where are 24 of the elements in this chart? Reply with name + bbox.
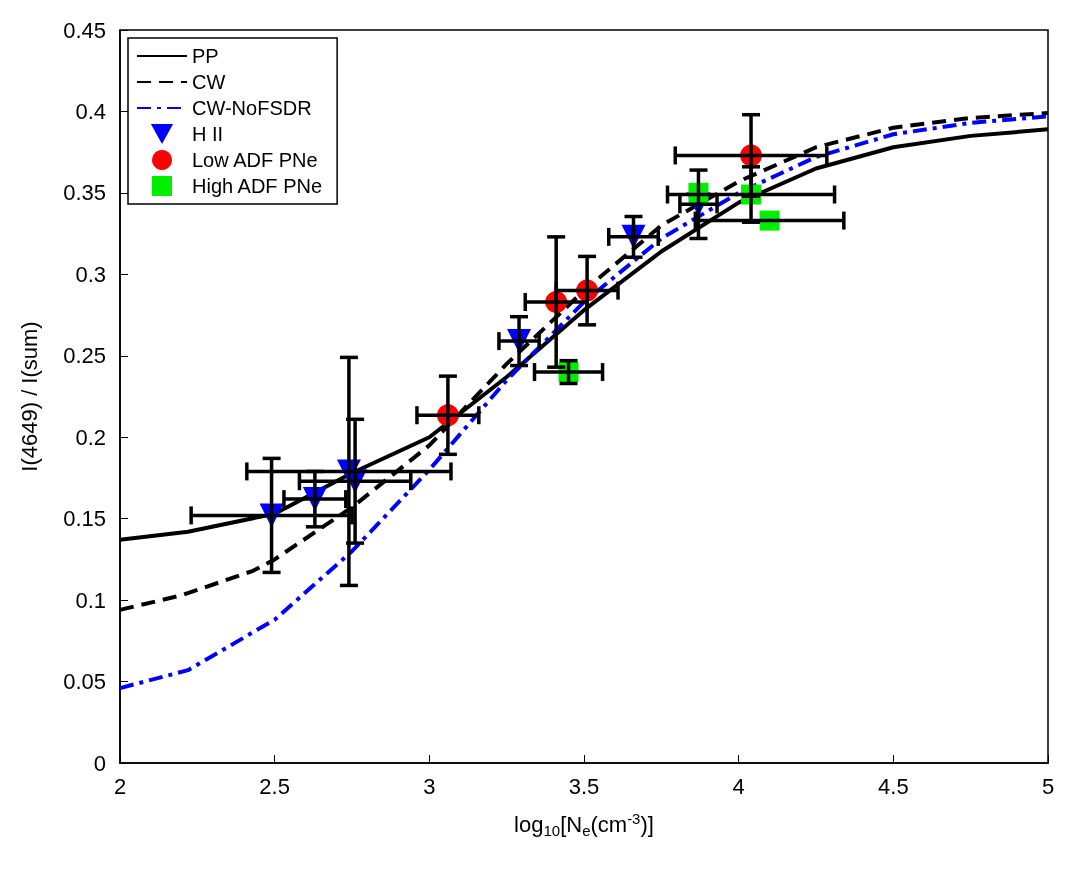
y-tick-label: 0.1 — [75, 587, 106, 613]
y-tick-label: 0 — [93, 750, 106, 776]
x-tick-label: 5 — [1041, 773, 1055, 799]
legend-label: CW — [192, 71, 226, 93]
y-tick-label: 0.2 — [75, 424, 106, 450]
x-tick-label: 2 — [113, 773, 127, 799]
y-tick-label: 0.35 — [63, 180, 106, 206]
x-tick-label: 3 — [423, 773, 436, 799]
y-tick-label: 0.15 — [63, 506, 106, 532]
y-tick-label: 0.25 — [63, 343, 106, 369]
x-tick-label: 2.5 — [259, 773, 290, 799]
legend-label: High ADF PNe — [192, 175, 323, 197]
legend-label: CW-NoFSDR — [192, 97, 312, 119]
y-tick-label: 0.4 — [75, 98, 106, 124]
y-tick-label: 0.3 — [75, 261, 106, 287]
x-tick-label: 3.5 — [568, 773, 600, 799]
legend-label: Low ADF PNe — [192, 149, 318, 171]
legend-label: PP — [192, 45, 219, 67]
x-tick-label: 4 — [732, 773, 745, 799]
y-tick-label: 0.05 — [63, 669, 106, 695]
x-tick-label: 4.5 — [878, 773, 909, 799]
y-axis-title: I(4649) / I(sum) — [16, 321, 42, 472]
y-tick-label: 0.45 — [63, 17, 106, 43]
legend-label: H II — [192, 123, 224, 145]
